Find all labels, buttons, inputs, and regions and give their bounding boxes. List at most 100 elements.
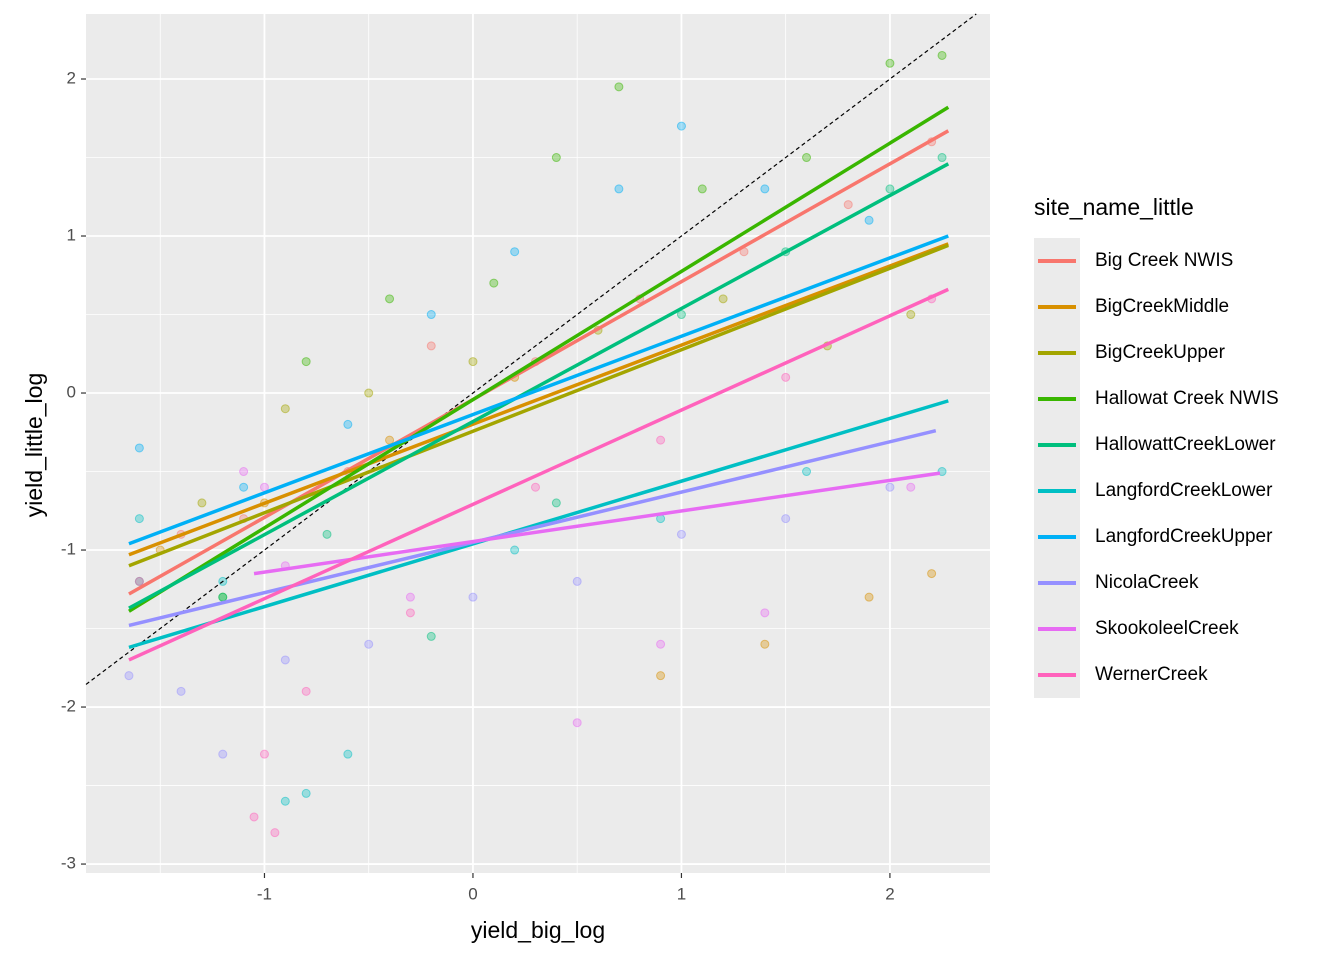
fit-line [128,243,949,568]
point [426,631,436,641]
panel [86,14,990,873]
point [426,341,436,351]
point [259,749,269,759]
point [385,294,395,304]
point [551,498,561,508]
point [937,153,947,163]
point [760,184,770,194]
point [676,121,686,131]
point [781,372,791,382]
identity-line [85,13,977,685]
point [218,592,228,602]
point [322,529,332,539]
point [937,50,947,60]
y-tick-label: 2 [67,68,76,87]
point [864,592,874,602]
point [718,294,728,304]
y-tick-label: -1 [61,540,76,559]
point [280,796,290,806]
point [656,671,666,681]
point [510,545,520,555]
point [468,357,478,367]
legend-text: Hallowat Creek NWIS [1095,388,1279,409]
legend-text: Big Creek NWIS [1095,250,1233,271]
point [760,639,770,649]
point [468,592,478,602]
point [280,655,290,665]
x-tick-label: 2 [885,884,894,903]
legend-text: BigCreekUpper [1095,342,1226,363]
point [197,498,207,508]
fit-line [128,399,949,650]
point [843,200,853,210]
x-tick-label: 1 [677,884,686,903]
point [906,482,916,492]
point [124,671,134,681]
point [906,310,916,320]
point [343,419,353,429]
point [572,718,582,728]
point [781,514,791,524]
point [802,467,812,477]
point [239,467,249,477]
point [176,686,186,696]
legend-key-background [1034,238,1080,698]
fit-line [128,162,950,610]
point [885,58,895,68]
y-tick-label: -2 [61,697,76,716]
fit-line [128,105,950,613]
point [405,592,415,602]
point [405,608,415,618]
legend-text: LangfordCreekUpper [1095,526,1273,547]
point [280,404,290,414]
legend-text: WernerCreek [1095,664,1208,685]
point [551,153,561,163]
point [270,828,280,838]
point [676,529,686,539]
point [385,435,395,445]
point [614,82,624,92]
legend-text: NicolaCreek [1095,572,1199,593]
x-tick-label: 0 [468,884,477,903]
point [218,749,228,759]
fit-line [253,471,941,576]
point [364,639,374,649]
point [134,443,144,453]
x-tick-label: -1 [257,884,272,903]
point [697,184,707,194]
legend-text: SkookoleelCreek [1095,618,1239,639]
point [614,184,624,194]
point [134,576,144,586]
fit-line [128,234,949,546]
point [802,153,812,163]
point [760,608,770,618]
legend-text: BigCreekMiddle [1095,296,1229,317]
point [301,686,311,696]
legend-text: HallowattCreekLower [1095,434,1276,455]
y-tick-label: 0 [67,383,76,402]
point [885,482,895,492]
point [510,247,520,257]
point [489,278,499,288]
point [927,569,937,579]
point [343,749,353,759]
point [937,467,947,477]
legend-title: site_name_little [1034,194,1194,220]
legend-text: LangfordCreekLower [1095,480,1273,501]
point [249,812,259,822]
point [426,310,436,320]
point [239,482,249,492]
fit-line [128,429,937,628]
point [864,215,874,225]
point [885,184,895,194]
y-tick-label: -3 [61,854,76,873]
point [301,357,311,367]
point [530,482,540,492]
point [572,576,582,586]
fit-line [128,242,949,557]
y-tick-label: 1 [67,225,76,244]
point [656,435,666,445]
y-axis-title: yield_little_log [21,373,47,517]
point [301,788,311,798]
